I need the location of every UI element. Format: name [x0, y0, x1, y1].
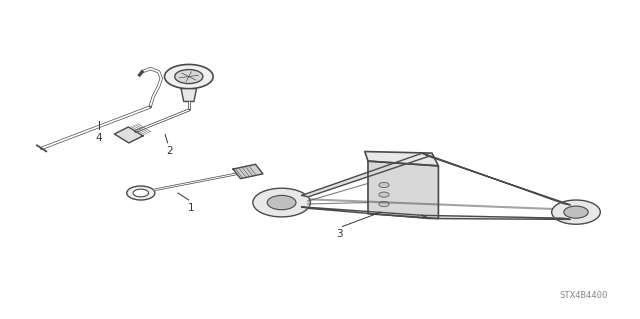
Circle shape: [253, 188, 310, 217]
Circle shape: [379, 192, 389, 197]
Text: 4: 4: [96, 133, 102, 143]
Text: 2: 2: [166, 146, 173, 156]
Circle shape: [268, 195, 296, 210]
Circle shape: [175, 70, 203, 84]
Circle shape: [552, 200, 600, 224]
Circle shape: [564, 206, 588, 218]
Polygon shape: [115, 127, 143, 143]
Polygon shape: [422, 153, 570, 205]
Polygon shape: [302, 153, 429, 197]
Text: STX4B4400: STX4B4400: [559, 291, 608, 300]
Text: 3: 3: [336, 229, 342, 239]
Polygon shape: [368, 161, 438, 219]
Circle shape: [379, 202, 389, 207]
Circle shape: [127, 186, 155, 200]
Circle shape: [164, 64, 213, 89]
Polygon shape: [422, 215, 570, 219]
Polygon shape: [181, 89, 196, 101]
Circle shape: [379, 182, 389, 188]
Text: 1: 1: [188, 203, 194, 212]
Polygon shape: [302, 207, 429, 219]
Polygon shape: [233, 164, 263, 179]
Circle shape: [133, 189, 148, 197]
Polygon shape: [365, 152, 438, 166]
